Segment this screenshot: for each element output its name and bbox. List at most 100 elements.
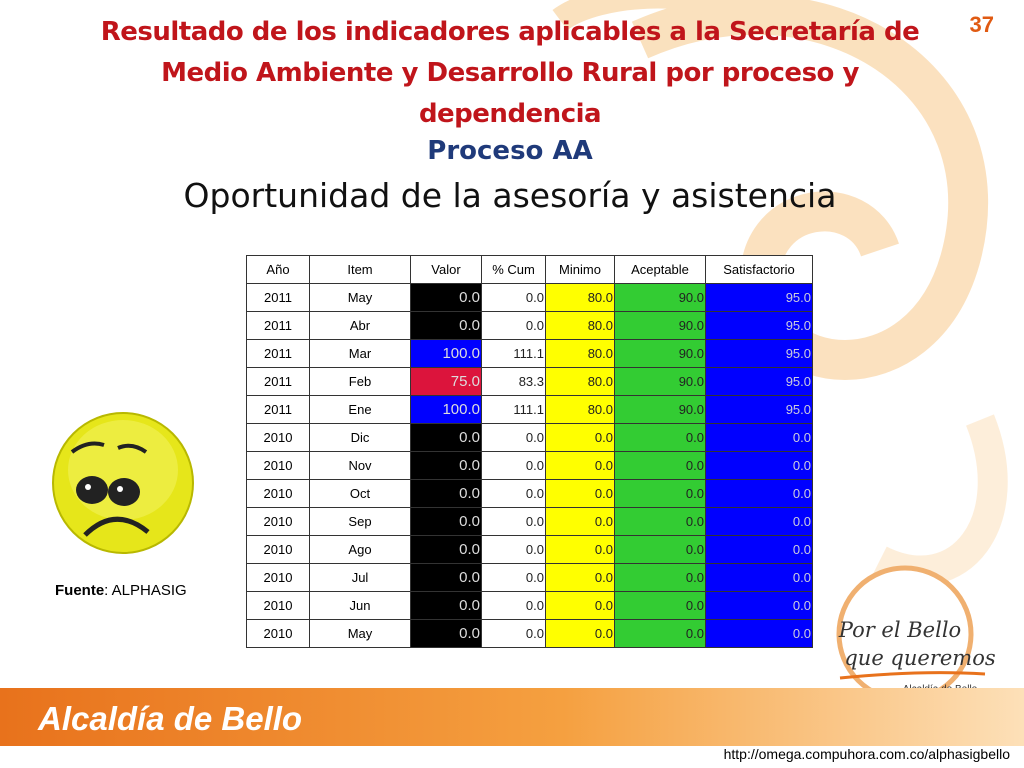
cell: 0.0: [614, 619, 706, 648]
logo-line: Por el Bello: [838, 618, 961, 642]
cell: 2011: [246, 311, 310, 340]
header-row: Año Item Valor% Cum Minimo Aceptable Satisfac…: [246, 255, 813, 284]
cell: 0.0: [481, 283, 546, 312]
cell: Abr: [309, 311, 411, 340]
smiley: [52, 412, 194, 554]
cell: 0.0: [481, 535, 546, 564]
cell: 0.0: [410, 535, 482, 564]
cell: 0.0: [705, 535, 813, 564]
cell: Ene: [309, 395, 411, 424]
cell: Sep: [309, 507, 411, 536]
cell: 0.0: [410, 451, 482, 480]
cell: 2011: [246, 283, 310, 312]
cell: 100.0: [410, 395, 482, 424]
row: 2010 Dic 0.0 0.0 0.0 0.0 0.0: [246, 423, 813, 452]
process: Proceso AA: [427, 136, 593, 166]
cell: 2010: [246, 507, 310, 536]
cell: 0.0: [410, 479, 482, 508]
cell: 111.1: [481, 395, 546, 424]
cell: 0.0: [481, 619, 546, 648]
cell: 0.0: [705, 563, 813, 592]
cell: 90.0: [614, 311, 706, 340]
cell: 0.0: [410, 507, 482, 536]
cell: Mar: [309, 339, 411, 368]
cell: 80.0: [545, 395, 615, 424]
title-line: dependencia: [418, 99, 602, 129]
cell: % Cum: [481, 255, 546, 284]
cell: 0.0: [545, 535, 615, 564]
row: 2010 May 0.0 0.0 0.0 0.0 0.0: [246, 619, 813, 648]
cell: 95.0: [705, 311, 813, 340]
source-label: Fuente: [55, 582, 105, 599]
cell: 0.0: [614, 507, 706, 536]
cell: 2011: [246, 339, 310, 368]
cell: 0.0: [614, 535, 706, 564]
title-line: Resultado de los indicadores aplicables …: [100, 17, 920, 47]
cell: 90.0: [614, 367, 706, 396]
cell: 95.0: [705, 367, 813, 396]
cell: 111.1: [481, 339, 546, 368]
source: Fuente: ALPHASIG: [55, 582, 187, 599]
title-line: Medio Ambiente y Desarrollo Rural por pr…: [161, 58, 859, 88]
cell: 95.0: [705, 395, 813, 424]
cell: 0.0: [614, 591, 706, 620]
url: http://omega.compuhora.com.co/alphasigbe…: [723, 746, 1010, 762]
cell: 0.0: [481, 507, 546, 536]
cell: 0.0: [481, 479, 546, 508]
cell: 0.0: [410, 591, 482, 620]
cell: 0.0: [410, 563, 482, 592]
cell: 0.0: [614, 423, 706, 452]
cell: Dic: [309, 423, 411, 452]
cell: 0.0: [410, 311, 482, 340]
cell: Feb: [309, 367, 411, 396]
cell: 2010: [246, 563, 310, 592]
row: 2011 Mar 100.0 111.1 80.0 90.0 95.0: [246, 339, 813, 368]
cell: 75.0: [410, 367, 482, 396]
cell: May: [309, 283, 411, 312]
cell: Valor: [410, 255, 482, 284]
cell: 0.0: [545, 451, 615, 480]
cell: 0.0: [705, 479, 813, 508]
cell: 0.0: [614, 479, 706, 508]
cell: 0.0: [545, 591, 615, 620]
cell: 2011: [246, 367, 310, 396]
cell: 0.0: [705, 451, 813, 480]
source-value: : ALPHASIG: [104, 582, 187, 599]
cell: 2011: [246, 395, 310, 424]
cell: 90.0: [614, 283, 706, 312]
cell: 83.3: [481, 367, 546, 396]
cell: 0.0: [410, 619, 482, 648]
row: 2010 Nov 0.0 0.0 0.0 0.0 0.0: [246, 451, 813, 480]
cell: Item: [309, 255, 411, 284]
cell: 0.0: [614, 451, 706, 480]
title: Resultado de los indicadores aplicables …: [60, 12, 960, 135]
cell: 0.0: [481, 563, 546, 592]
cell: May: [309, 619, 411, 648]
cell: 95.0: [705, 283, 813, 312]
cell: Minimo: [545, 255, 615, 284]
subtitle: Oportunidad de la asesoría y asistencia: [183, 176, 837, 215]
cell: 80.0: [545, 339, 615, 368]
cell: 0.0: [705, 619, 813, 648]
cell: 2010: [246, 535, 310, 564]
cell: Nov: [309, 451, 411, 480]
cell: 0.0: [481, 311, 546, 340]
cell: 0.0: [705, 423, 813, 452]
row: 2010 Oct 0.0 0.0 0.0 0.0 0.0: [246, 479, 813, 508]
cell: 80.0: [545, 311, 615, 340]
cell: 0.0: [545, 423, 615, 452]
row: 2010 Sep 0.0 0.0 0.0 0.0 0.0: [246, 507, 813, 536]
row: 2010 Ago 0.0 0.0 0.0 0.0 0.0: [246, 535, 813, 564]
cell: 0.0: [410, 283, 482, 312]
cell: 100.0: [410, 339, 482, 368]
cell: 95.0: [705, 339, 813, 368]
cell: Aceptable: [614, 255, 706, 284]
cell: 80.0: [545, 367, 615, 396]
cell: 0.0: [410, 423, 482, 452]
row: 2010 Jun 0.0 0.0 0.0 0.0 0.0: [246, 591, 813, 620]
cell: Ago: [309, 535, 411, 564]
cell: 0.0: [705, 507, 813, 536]
logo: Por el Bello que queremos Alcaldía de Be…: [836, 565, 996, 702]
